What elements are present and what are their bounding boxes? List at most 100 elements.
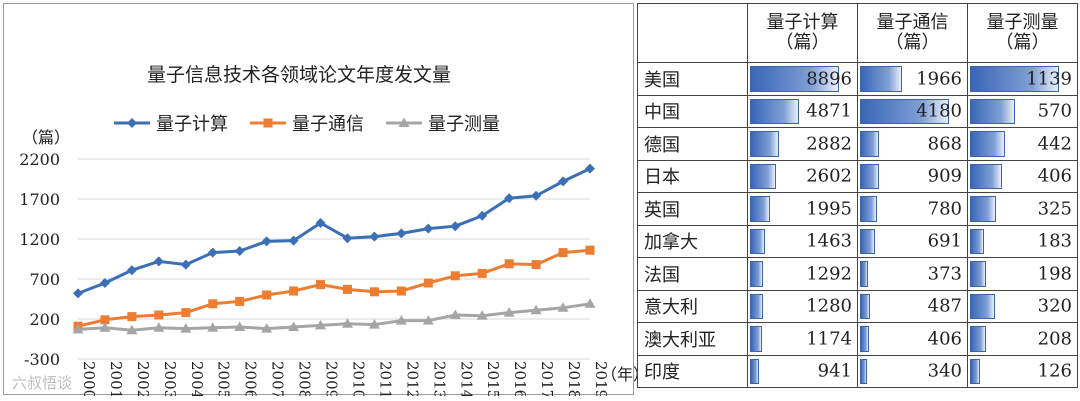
x-tick-label: 2018	[565, 361, 583, 396]
header-line: 量子测量	[986, 12, 1059, 33]
series-point-2	[477, 268, 487, 278]
series-point-3	[368, 319, 380, 329]
x-tick-label: 2002	[134, 361, 152, 396]
table-row: 印度 941 340 126	[637, 354, 1078, 388]
series-point-3	[72, 323, 84, 334]
legend-item-3: 量子测量	[386, 110, 500, 136]
x-tick-label: 2010	[349, 361, 367, 396]
value-number: 1280	[806, 295, 852, 317]
value-number: 126	[1037, 360, 1072, 382]
series-point-1	[315, 218, 326, 228]
value-number: 4871	[806, 100, 852, 122]
value-number: 1139	[1026, 68, 1072, 90]
y-tick-label: 700	[29, 270, 60, 289]
legend-marker	[263, 118, 273, 128]
series-point-1	[558, 176, 569, 187]
series-point-1	[423, 223, 434, 234]
country-cell: 日本	[637, 159, 748, 193]
y-tick-label: 2200	[19, 150, 60, 169]
data-bar	[860, 66, 903, 92]
value-cell: 4180	[857, 94, 968, 128]
legend-label: 量子通信	[292, 114, 364, 135]
value-cell: 406	[857, 322, 968, 356]
data-bar	[970, 293, 996, 319]
table-row: 意大利 1280 487 320	[637, 289, 1078, 323]
value-cell: 325	[967, 192, 1078, 226]
value-number: 2882	[806, 133, 852, 155]
y-axis-unit: （篇）	[22, 128, 71, 147]
x-tick-label: 2008	[296, 361, 314, 396]
series-point-2	[289, 286, 299, 296]
y-tick-label: 200	[29, 310, 60, 329]
data-bar	[860, 228, 875, 254]
value-number: 1174	[806, 328, 852, 350]
value-number: 2602	[806, 165, 852, 187]
data-bar	[970, 66, 1060, 92]
value-number: 208	[1037, 328, 1072, 350]
value-number: 868	[927, 133, 962, 155]
value-cell: 183	[967, 224, 1078, 258]
data-bar	[750, 66, 840, 92]
value-number: 198	[1037, 263, 1072, 285]
x-tick-label: 2012	[403, 361, 421, 396]
series-point-1	[342, 233, 353, 244]
country-cell: 法国	[637, 257, 748, 291]
series-point-1	[504, 193, 515, 204]
header-line: （篇）	[885, 32, 940, 53]
series-point-1	[585, 163, 595, 174]
series-point-3	[126, 324, 138, 335]
series-point-1	[261, 236, 272, 247]
value-cell: 1463	[747, 224, 858, 258]
value-number: 8896	[806, 68, 852, 90]
country-cell: 澳大利亚	[637, 322, 748, 356]
data-bar	[750, 196, 771, 222]
value-cell: 868	[857, 127, 968, 161]
header-country	[637, 3, 748, 63]
series-point-3	[530, 304, 542, 315]
series-point-2	[504, 259, 514, 269]
series-point-3	[422, 315, 434, 325]
legend-swatch	[250, 118, 286, 128]
y-tick-label: 1700	[19, 190, 60, 209]
x-tick-label: 2000	[80, 361, 98, 396]
value-number: 340	[927, 360, 962, 382]
value-cell: 2602	[747, 159, 858, 193]
value-cell: 208	[967, 322, 1078, 356]
value-cell: 340	[857, 354, 968, 388]
value-number: 325	[1037, 198, 1072, 220]
value-cell: 198	[967, 257, 1078, 291]
header-quantum-communication: 量子通信 （篇）	[857, 3, 968, 63]
series-point-1	[288, 235, 299, 246]
data-bar	[860, 358, 868, 384]
value-number: 183	[1037, 230, 1072, 252]
value-cell: 941	[747, 354, 858, 388]
series-point-2	[154, 310, 164, 320]
series-point-1	[234, 246, 245, 256]
series-point-2	[342, 284, 352, 294]
value-cell: 780	[857, 192, 968, 226]
data-bar	[750, 98, 799, 124]
country-cell: 加拿大	[637, 224, 748, 258]
table-row: 德国 2882 868 442	[637, 127, 1078, 161]
value-cell: 320	[967, 289, 1078, 323]
series-point-3	[584, 298, 596, 308]
data-bar	[860, 196, 877, 222]
table-header-row: 量子计算 （篇） 量子通信 （篇） 量子测量 （篇）	[637, 3, 1078, 63]
value-cell: 373	[857, 257, 968, 291]
series-point-3	[449, 309, 461, 319]
country-cell: 德国	[637, 127, 748, 161]
header-quantum-measurement: 量子测量 （篇）	[967, 3, 1078, 63]
value-cell: 8896	[747, 62, 858, 96]
header-line: 量子计算	[766, 12, 839, 33]
legend-marker	[398, 117, 410, 127]
x-tick-label: 2014	[457, 361, 475, 396]
country-cell: 英国	[637, 192, 748, 226]
value-number: 320	[1037, 295, 1072, 317]
x-tick-label: 2001	[107, 361, 125, 396]
value-number: 487	[927, 295, 962, 317]
value-number: 1966	[916, 68, 962, 90]
series-point-2	[100, 315, 110, 325]
header-line: 量子通信	[876, 12, 949, 33]
value-number: 1292	[806, 263, 852, 285]
legend-swatch	[386, 117, 422, 127]
